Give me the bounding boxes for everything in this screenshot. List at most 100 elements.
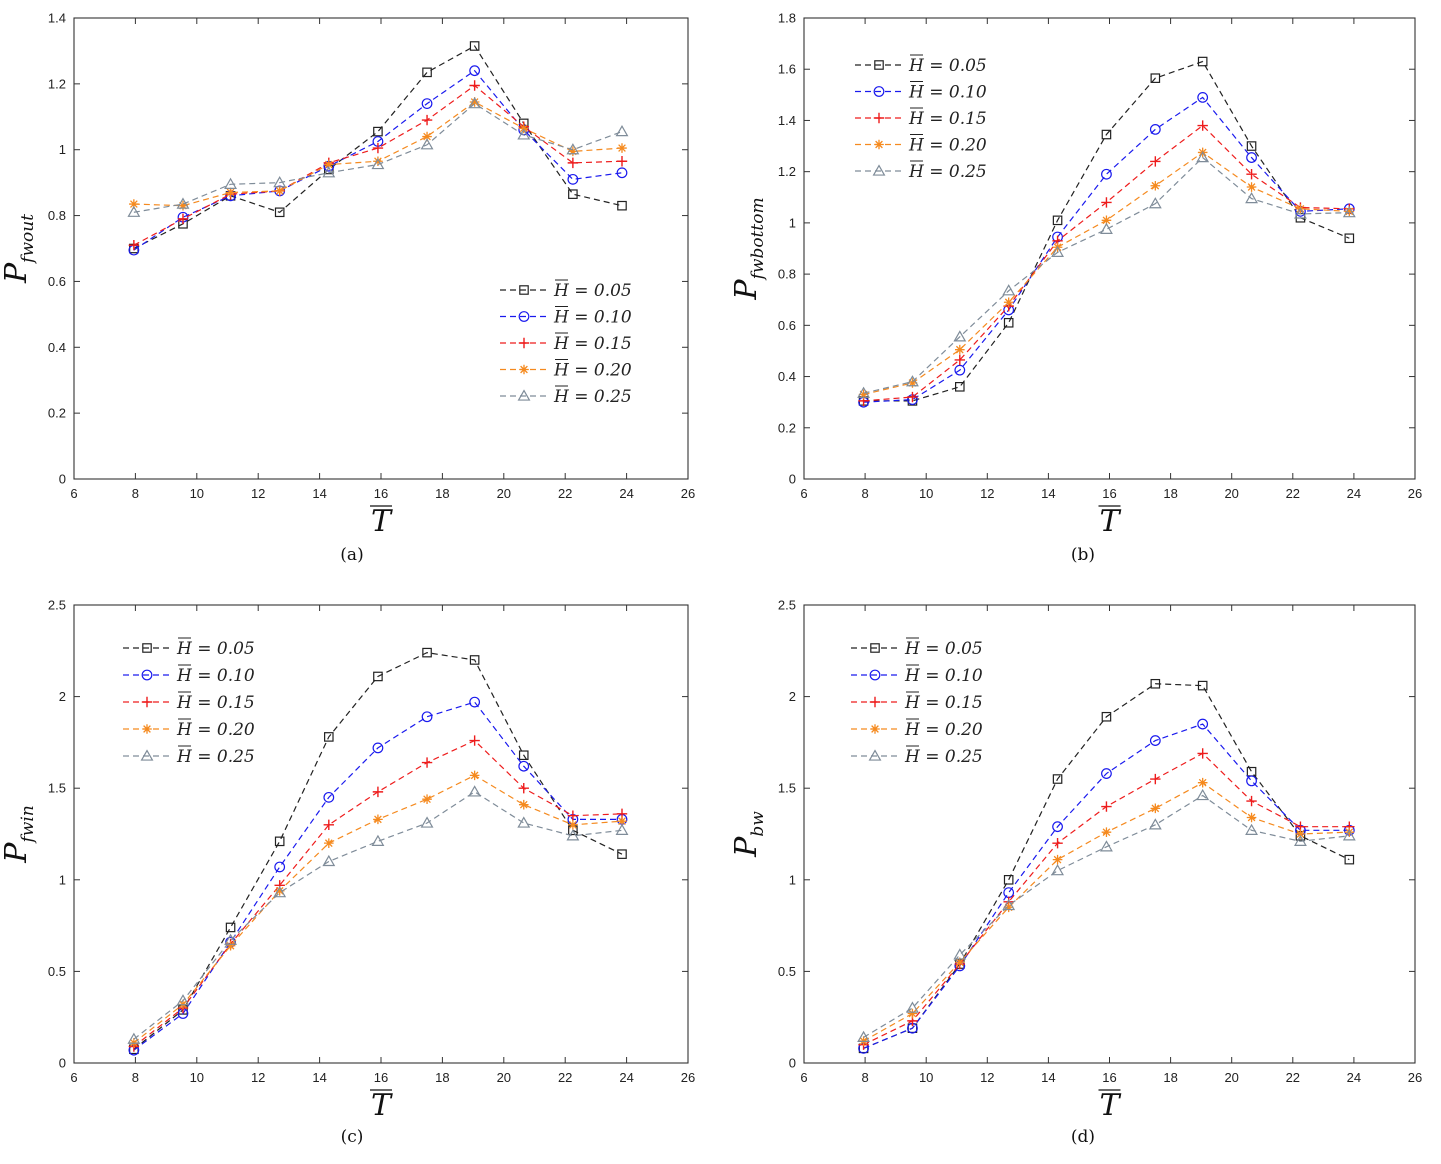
axes-frame xyxy=(803,17,1416,480)
series-3 xyxy=(128,735,628,1052)
y-axis-label: Pfwbottom xyxy=(729,197,768,300)
data-point xyxy=(225,940,236,951)
data-point xyxy=(468,785,482,797)
data-point xyxy=(857,1030,871,1042)
data-point xyxy=(128,240,140,251)
data-point xyxy=(1002,284,1016,296)
data-point xyxy=(1101,801,1112,812)
x-tick-label: 24 xyxy=(619,1070,633,1085)
legend-marker xyxy=(142,724,152,734)
data-point xyxy=(1101,215,1112,226)
legend-label: H = 0.25 xyxy=(904,747,983,767)
axes-frame xyxy=(73,604,689,1064)
legend-label: H = 0.15 xyxy=(553,334,632,354)
legend-marker xyxy=(519,364,529,375)
x-tick-label: 6 xyxy=(800,1070,807,1085)
data-point xyxy=(857,386,871,398)
legend-label: H = 0.25 xyxy=(908,162,987,182)
series-line xyxy=(863,96,1350,403)
data-point xyxy=(1196,788,1210,801)
x-tick-label: 8 xyxy=(132,1070,139,1085)
data-point xyxy=(1003,902,1014,913)
data-point xyxy=(373,814,383,825)
data-point xyxy=(420,138,434,150)
data-point xyxy=(1246,141,1257,151)
series-line xyxy=(863,794,1350,1038)
data-point xyxy=(372,742,384,754)
series-line xyxy=(863,752,1350,1046)
y-tick-label: 1.6 xyxy=(778,62,796,77)
y-axis-label: Pbw xyxy=(729,811,768,858)
legend-marker xyxy=(869,669,881,681)
data-point xyxy=(906,375,919,387)
data-point xyxy=(566,143,580,155)
data-point xyxy=(518,750,529,761)
data-point xyxy=(953,330,967,342)
legend-marker xyxy=(873,112,885,124)
legend-marker xyxy=(518,337,530,349)
series-4 xyxy=(129,97,627,211)
data-point xyxy=(617,816,627,826)
legend: H = 0.05 H = 0.10 H = 0.15 H = 0.20 H = 0.25 xyxy=(123,637,255,767)
chart-panel-1: 6 8 10 12 14 16 18 20 22 24 26 0 0.2 0.4 0.6 0.8 1 1.2 1.4… xyxy=(0,11,695,566)
data-point xyxy=(1246,152,1257,163)
data-point xyxy=(127,1032,141,1044)
series-line xyxy=(133,739,623,1047)
axes-frame xyxy=(803,604,1416,1064)
data-point xyxy=(1197,56,1208,67)
x-tick-label: 8 xyxy=(861,486,868,501)
legend-marker xyxy=(868,749,882,761)
legend-label: H = 0.10 xyxy=(176,666,255,686)
series-line xyxy=(133,84,623,246)
data-point xyxy=(907,391,918,403)
data-point xyxy=(273,886,287,898)
chart-panel-4: 6 8 10 12 14 16 18 20 22 24 26 0 0.5 1 1.5 2 2.5 Pbw T H = … xyxy=(729,598,1422,1148)
data-point xyxy=(1003,887,1015,899)
data-point xyxy=(1245,823,1258,835)
data-point xyxy=(1197,120,1208,131)
x-tick-label: 26 xyxy=(681,1070,695,1085)
data-point xyxy=(224,177,238,189)
x-tick-label: 20 xyxy=(1224,1070,1238,1085)
data-point xyxy=(421,757,433,768)
x-tick-label: 22 xyxy=(558,486,572,501)
data-point xyxy=(420,816,434,828)
y-tick-label: 0.5 xyxy=(48,964,66,979)
data-point xyxy=(176,994,190,1006)
data-point xyxy=(1052,215,1063,226)
data-point xyxy=(1052,821,1063,833)
data-point xyxy=(1150,678,1161,689)
x-tick-label: 22 xyxy=(1286,1070,1300,1085)
data-point xyxy=(954,354,966,366)
subfigure-caption: (b) xyxy=(1071,545,1095,565)
data-point xyxy=(1294,834,1307,846)
series-5 xyxy=(857,150,1356,398)
y-tick-label: 2 xyxy=(59,689,66,704)
series-line xyxy=(133,101,623,207)
legend-marker xyxy=(141,696,153,708)
y-tick-label: 0.8 xyxy=(778,267,796,282)
data-point xyxy=(469,696,481,708)
data-point xyxy=(615,124,629,137)
data-point xyxy=(469,97,480,107)
x-tick-label: 16 xyxy=(374,1070,388,1085)
y-tick-label: 1.8 xyxy=(778,11,796,26)
data-point xyxy=(1150,73,1161,83)
y-tick-label: 1 xyxy=(59,872,66,887)
data-point xyxy=(127,205,141,217)
data-point xyxy=(1101,129,1112,140)
data-point xyxy=(421,711,433,723)
data-point xyxy=(1101,827,1112,837)
data-point xyxy=(1100,840,1113,852)
data-point xyxy=(225,922,236,933)
data-point xyxy=(468,97,482,109)
series-line xyxy=(133,102,623,213)
data-point xyxy=(617,849,627,859)
y-tick-label: 0.5 xyxy=(778,964,796,979)
series-line xyxy=(133,791,623,1040)
chart-panel-2: 6 8 10 12 14 16 18 20 22 24 26 0 0.2 0.4 0.6 0.8 1 1.2 1.4… xyxy=(729,11,1422,566)
data-point xyxy=(1101,711,1112,722)
legend-marker xyxy=(872,164,886,176)
legend-label: H = 0.10 xyxy=(904,666,983,686)
data-point xyxy=(617,143,627,153)
